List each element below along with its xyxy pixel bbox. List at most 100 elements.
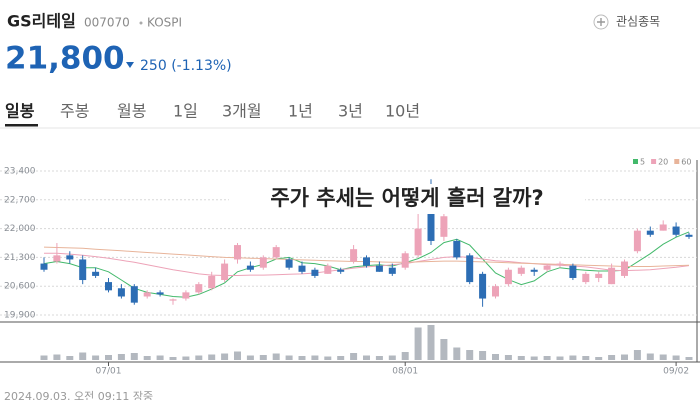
candle-body — [595, 273, 603, 278]
candle-body — [543, 265, 551, 270]
candle-body — [221, 263, 229, 281]
volume-bar — [466, 350, 474, 360]
volume-bar — [608, 355, 616, 360]
tab[interactable]: 1년 — [288, 102, 313, 121]
candle-body — [259, 257, 267, 268]
candle-body — [311, 269, 319, 276]
separator-dot — [139, 21, 143, 25]
candle-body — [517, 267, 525, 274]
volume-bar — [492, 354, 499, 360]
candle-body — [298, 265, 306, 272]
candle-body — [156, 292, 164, 295]
volume-bar — [530, 356, 538, 360]
volume-bar — [556, 356, 564, 360]
y-tick-label: 23,400 — [4, 167, 36, 177]
volume-bar — [517, 356, 525, 360]
candle-body — [182, 292, 190, 299]
y-tick-label: 19,900 — [4, 311, 36, 321]
volume-bar — [208, 354, 216, 360]
tabs: 일봉 주봉 월봉 1일 3개월 1년 3년 10년 — [5, 102, 420, 127]
volume-bar — [79, 352, 87, 360]
volume-bar — [143, 356, 151, 360]
candle-body — [608, 267, 616, 285]
volume-bar — [311, 355, 319, 360]
price: 21,800 — [5, 41, 125, 77]
candle-body — [582, 273, 590, 283]
candle-body — [234, 245, 241, 260]
down-arrow — [126, 62, 134, 68]
volume-bar — [633, 350, 641, 360]
volume-bar — [234, 351, 241, 360]
candle-body — [621, 261, 628, 276]
candle-body — [130, 286, 138, 303]
stock-code: 007070 — [84, 16, 130, 30]
volume-bar — [621, 354, 628, 360]
volume-bar — [672, 355, 680, 360]
candle-body — [105, 282, 112, 291]
volume-bar — [285, 355, 293, 360]
candle-body — [427, 195, 435, 241]
volume-bar — [582, 356, 590, 360]
legend-label: 60 — [681, 158, 691, 167]
volume-bar — [169, 357, 177, 360]
change-pct: (-1.13%) — [171, 58, 231, 74]
candle-body — [401, 253, 409, 268]
watch-label: 관심종목 — [616, 15, 660, 29]
volume-bar — [363, 355, 370, 360]
candle-body — [337, 269, 345, 272]
volume-bar — [221, 353, 229, 360]
volume-bar — [246, 355, 254, 360]
volume-bar — [659, 354, 667, 360]
change: 250 — [140, 58, 167, 74]
candle-body — [324, 265, 332, 274]
candle-body — [40, 263, 48, 270]
x-tick-label: 07/01 — [96, 367, 122, 377]
candle-body — [246, 265, 254, 270]
tab[interactable]: 3개월 — [222, 102, 262, 121]
volume-bar — [298, 356, 306, 360]
candle-body — [143, 292, 151, 297]
volume-bar — [117, 354, 125, 360]
legend-swatch — [651, 159, 657, 164]
chart-area — [0, 140, 700, 380]
volume-bar — [569, 355, 577, 360]
volume-bar — [105, 355, 112, 360]
tab[interactable]: 주봉 — [60, 102, 89, 121]
volume-bar — [130, 353, 138, 360]
volume-bar — [401, 352, 409, 360]
tab[interactable]: 1일 — [173, 102, 198, 121]
volume-bar — [182, 356, 190, 360]
watch-button[interactable]: 관심종목 — [593, 14, 660, 30]
market: KOSPI — [147, 16, 182, 30]
candle-body — [530, 269, 538, 272]
candle-body — [556, 263, 564, 265]
candle-body — [388, 267, 396, 274]
tab[interactable]: 월봉 — [117, 102, 146, 121]
y-tick-label: 22,700 — [4, 195, 36, 205]
x-tick-label: 09/02 — [663, 367, 689, 377]
plus-icon — [593, 14, 609, 30]
volume-bar — [350, 353, 358, 360]
candle-body — [66, 255, 74, 260]
candle-body — [646, 230, 654, 235]
volume-bar — [595, 357, 603, 360]
stock-name: GS리테일 — [7, 12, 76, 31]
candle-body — [672, 226, 680, 235]
candle-body — [53, 255, 61, 262]
volume-bar — [337, 356, 345, 360]
volume-bar — [388, 355, 396, 360]
candle-body — [440, 216, 448, 237]
candle-body — [414, 228, 422, 256]
y-tick-label: 21,300 — [4, 253, 36, 263]
candle-body — [633, 230, 641, 252]
tab-underline — [5, 124, 38, 127]
tab[interactable]: 10년 — [385, 102, 420, 121]
tab[interactable]: 3년 — [338, 102, 363, 121]
volume-bar — [92, 355, 100, 360]
volume-bar — [375, 356, 383, 360]
volume-bar — [272, 353, 280, 360]
candle-body — [569, 265, 577, 278]
tab[interactable]: 일봉 — [5, 102, 35, 121]
volume-bar — [453, 347, 461, 360]
